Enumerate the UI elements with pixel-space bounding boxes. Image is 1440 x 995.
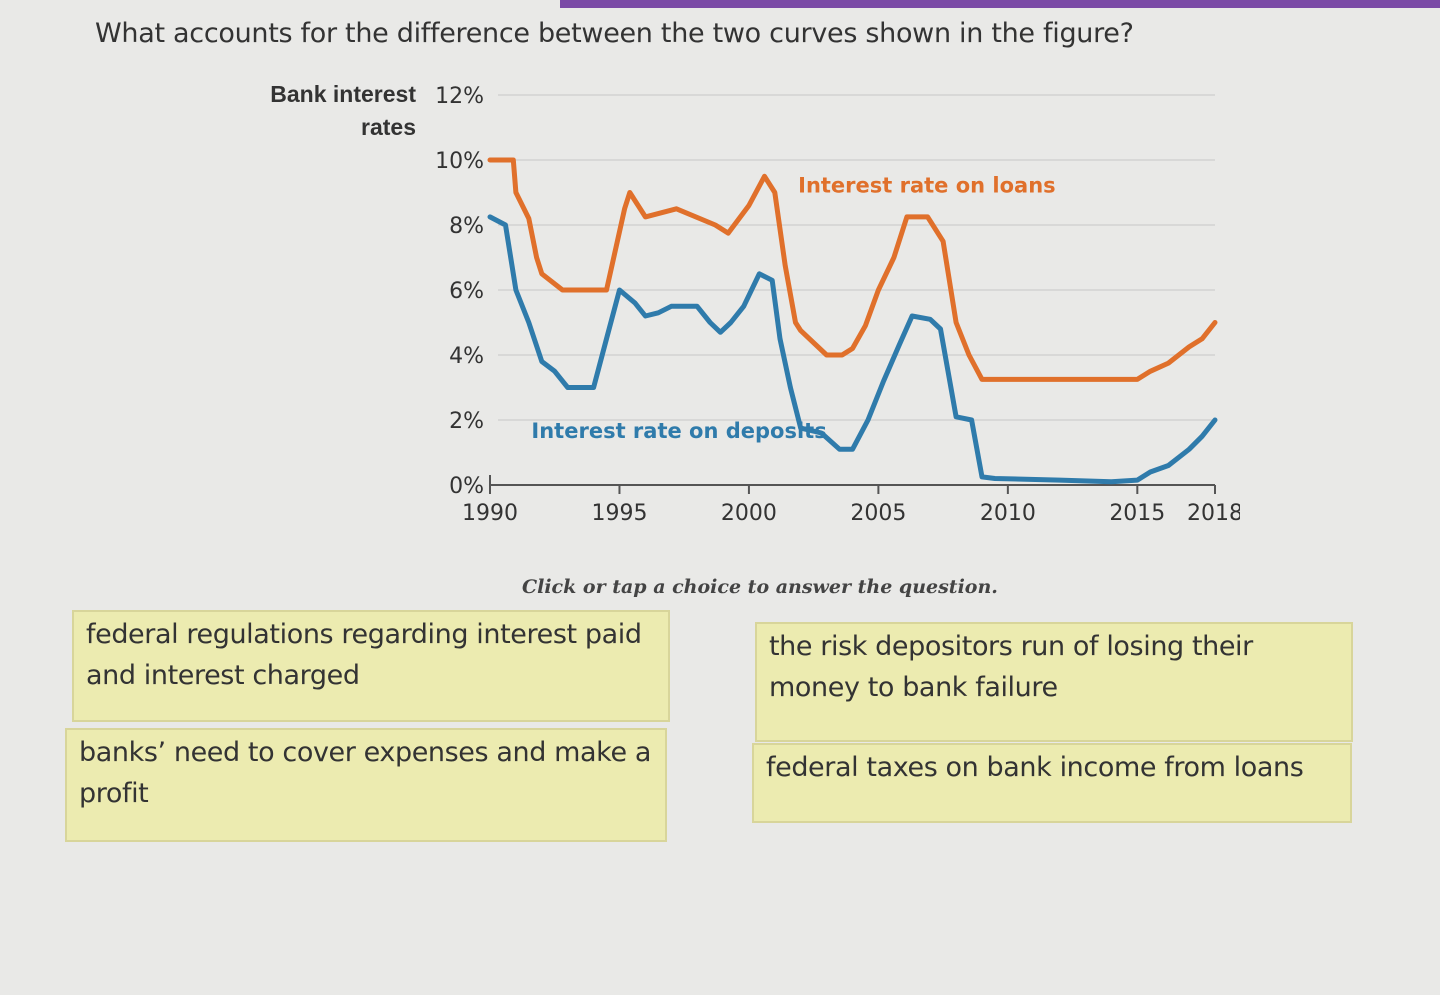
x-tick-label: 2015 — [1109, 501, 1165, 526]
y-tick-label: 2% — [449, 409, 484, 434]
y-tick-label: 10% — [435, 149, 484, 174]
loans-series-label: Interest rate on loans — [798, 174, 1056, 198]
y-tick-label: 4% — [449, 344, 484, 369]
x-tick-label: 2010 — [980, 501, 1036, 526]
chart-axes: 0% 2% 4% 6% 8% 10% 12% 1990 1995 2000 2005 2010 2015… — [435, 84, 1240, 526]
y-axis-label: Bank interest rates — [270, 81, 416, 140]
x-tick-label: 2000 — [721, 501, 777, 526]
choice-cover-expenses-profit[interactable]: banks’ need to cover expenses and make a… — [65, 728, 667, 842]
choice-federal-regulations[interactable]: federal regulations regarding interest p… — [72, 610, 670, 722]
loans-series-line — [487, 157, 1218, 382]
x-tick-label: 2018 — [1187, 501, 1240, 526]
question-text: What accounts for the difference between… — [95, 18, 1134, 49]
x-tick-label: 2005 — [850, 501, 906, 526]
chart-labels: Interest rate on loans Interest rate on d… — [531, 174, 1055, 443]
deposits-series-label: Interest rate on deposits — [531, 419, 826, 443]
instruction-text: Click or tap a choice to answer the ques… — [522, 576, 998, 598]
chart-grid — [498, 94, 1215, 421]
interest-rate-chart: 0% 2% 4% 6% 8% 10% 12% 1990 1995 2000 2005 2010 2015… — [435, 84, 1240, 526]
deposits-series-line — [487, 214, 1218, 485]
y-tick-label: 12% — [435, 84, 484, 109]
x-tick-label: 1995 — [591, 501, 647, 526]
chart-lines — [487, 157, 1218, 485]
y-tick-label: 6% — [449, 279, 484, 304]
x-tick-label: 1990 — [462, 501, 518, 526]
top-accent-bar — [560, 0, 1440, 8]
y-tick-label: 8% — [449, 214, 484, 239]
choice-risk-depositors[interactable]: the risk depositors run of losing their … — [755, 622, 1353, 742]
y-tick-label: 0% — [449, 474, 484, 499]
choice-federal-taxes[interactable]: federal taxes on bank income from loans — [752, 743, 1352, 823]
